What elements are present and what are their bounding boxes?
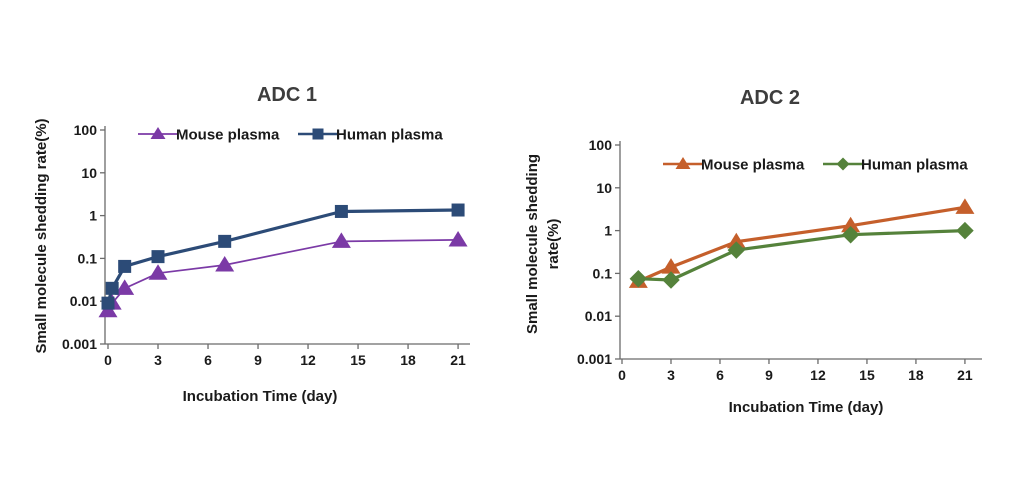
adc2-human-plasma-point [841,225,860,244]
adc2-legend-label: Human plasma [861,157,968,174]
adc2-x-tick-label: 15 [859,367,875,383]
adc1-mouse-plasma-point [215,256,235,272]
adc1-human-plasma-point [118,259,132,273]
adc1-y-tick-label: 100 [74,122,98,138]
adc1-x-tick-label: 12 [300,352,316,368]
adc2-x-tick-label: 18 [908,367,924,383]
adc1-legend-label: Human plasma [336,127,443,144]
adc1-x-tick-label: 9 [254,352,262,368]
adc1-human-plasma-point [451,203,465,217]
adc1-human-plasma-point [151,250,165,264]
adc1-x-tick-label: 3 [154,352,162,368]
adc1-axes: 100 10 1 0.1 0.01 0.001 0 3 6 9 12 15 18 21 [62,122,470,368]
adc2-human-plasma-point [727,241,746,259]
adc2-y-axis-title: rate(%) [545,219,562,270]
adc1-human-plasma-point [101,296,115,310]
adc1-legend-label: Mouse plasma [176,127,280,144]
adc2-axes: 100 10 1 0.1 0.01 0.001 0 3 6 9 12 15 18 21 [577,137,982,383]
adc2-x-axis-title: Incubation Time (day) [729,399,884,416]
adc2-title: ADC 2 [740,87,800,109]
adc2-human-plasma-point [956,221,974,240]
adc1-x-tick-label: 21 [450,352,466,368]
adc2-legend-label: Mouse plasma [701,157,805,174]
adc1-y-tick-label: 0.001 [62,336,97,352]
adc1-series-human-plasma [101,203,465,310]
adc1-x-tick-label: 0 [104,352,112,368]
adc1-mouse-plasma-point [448,230,468,247]
adc2-mouse-plasma-point [841,216,861,233]
adc2-x-tick-label: 0 [618,367,626,383]
adc2-y-tick-label: 1 [604,223,612,239]
adc1-legend-mouse-plasma: Mouse plasma [138,127,280,144]
adc1-human-plasma-point [334,204,348,218]
adc2-mouse-plasma-point [661,258,681,274]
adc1-mouse-plasma-point [115,279,135,295]
adc2-mouse-plasma-point [955,198,975,214]
adc2-x-tick-label: 6 [716,367,724,383]
adc1-mouse-plasma-point [331,232,351,248]
adc2-human-plasma-point [662,271,680,289]
adc2-legend: Mouse plasma Human plasma [663,157,968,174]
adc2-mouse-plasma-line [637,205,966,283]
chart-adc2: ADC 2 100 10 1 0.1 0.01 0.001 0 3 6 9 12 15 18 21 Incub… [524,87,982,416]
adc2-y-tick-label: 0.001 [577,351,612,367]
adc1-y-axis-title: Small molecule shedding rate(%) [33,118,50,353]
adc2-mouse-plasma-point [726,232,746,249]
adc2-x-tick-label: 3 [667,367,675,383]
adc2-x-tick-label: 9 [765,367,773,383]
adc2-legend-triangle-marker [675,157,691,170]
adc1-human-plasma-point [218,234,232,248]
adc2-y-tick-label: 0.1 [593,265,613,281]
adc2-series-human-plasma [629,221,974,289]
adc1-human-plasma-point [105,281,119,295]
adc1-x-tick-label: 18 [400,352,416,368]
adc1-legend-square-marker [312,128,324,140]
adc2-legend-human-plasma: Human plasma [823,157,968,174]
chart-adc1: ADC 1 100 10 1 0.1 0.01 0.001 0 3 6 9 12 15 18 21 Incub… [33,84,470,405]
adc1-x-tick-label: 6 [204,352,212,368]
adc1-series-mouse-plasma [98,230,468,318]
adc1-legend-triangle-marker [150,127,166,140]
adc2-x-tick-label: 21 [957,367,973,383]
adc2-human-plasma-point [629,269,648,288]
adc1-y-tick-label: 0.1 [78,250,98,266]
adc1-x-tick-label: 15 [350,352,366,368]
adc1-y-tick-label: 0.01 [70,293,97,309]
adc1-x-axis-title: Incubation Time (day) [183,388,338,405]
adc1-legend: Mouse plasma Human plasma [138,127,443,144]
adc2-human-plasma-line [638,229,965,282]
adc2-y-axis-title: Small molecule shedding [524,154,541,334]
adc2-x-tick-label: 12 [810,367,826,383]
adc1-y-tick-label: 1 [89,208,97,224]
adc2-legend-mouse-plasma: Mouse plasma [663,157,805,174]
adc1-title: ADC 1 [257,84,317,106]
adc1-y-tick-label: 10 [81,165,97,181]
adc2-legend-diamond-marker [836,157,850,171]
adc1-mouse-plasma-point [148,264,168,280]
adc2-y-tick-label: 100 [589,137,613,153]
adc2-y-tick-label: 0.01 [585,308,612,324]
adc1-legend-human-plasma: Human plasma [298,127,443,144]
adc2-y-tick-label: 10 [596,180,612,196]
